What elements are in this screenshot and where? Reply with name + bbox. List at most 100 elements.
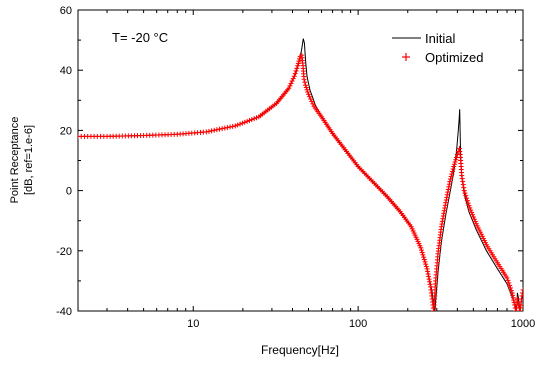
data-point-optimized bbox=[246, 117, 252, 123]
data-point-optimized bbox=[422, 259, 428, 265]
data-point-optimized bbox=[251, 116, 257, 122]
data-point-optimized bbox=[249, 117, 255, 123]
data-point-optimized bbox=[470, 214, 476, 220]
data-point-optimized bbox=[211, 127, 217, 133]
legend-label-initial: Initial bbox=[425, 31, 455, 46]
x-tick-label: 10 bbox=[187, 318, 199, 330]
data-point-optimized bbox=[450, 166, 456, 172]
data-point-optimized bbox=[290, 76, 296, 82]
data-point-optimized bbox=[463, 193, 469, 199]
data-point-optimized bbox=[209, 128, 215, 134]
data-point-optimized bbox=[462, 190, 468, 196]
data-point-optimized bbox=[242, 119, 248, 125]
legend: Initial Optimized bbox=[392, 31, 484, 65]
data-point-optimized bbox=[453, 157, 459, 163]
data-point-optimized bbox=[446, 181, 452, 187]
data-point-optimized bbox=[305, 91, 311, 97]
data-point-optimized bbox=[286, 85, 292, 91]
y-tick-label: -40 bbox=[56, 306, 72, 318]
data-point-optimized bbox=[214, 127, 220, 133]
y-axis-label: Point Receptance [dB, ref=1.e-6] bbox=[9, 117, 35, 204]
y-axis-label-line2: [dB, ref=1.e-6] bbox=[23, 125, 35, 195]
data-point-optimized bbox=[443, 197, 449, 203]
data-point-optimized bbox=[219, 126, 225, 132]
y-axis-label-line1: Point Receptance bbox=[9, 117, 21, 204]
data-point-optimized bbox=[472, 218, 478, 224]
data-point-optimized bbox=[520, 287, 523, 293]
y-tick-label: 0 bbox=[66, 186, 72, 198]
data-point-optimized bbox=[444, 194, 450, 200]
data-point-optimized bbox=[296, 58, 302, 64]
data-point-optimized bbox=[227, 124, 233, 130]
series-optimized-markers bbox=[78, 52, 523, 311]
data-point-optimized bbox=[237, 121, 243, 127]
data-point-optimized bbox=[507, 285, 513, 291]
data-point-optimized bbox=[230, 123, 236, 129]
data-point-optimized bbox=[291, 73, 297, 79]
data-point-optimized bbox=[239, 120, 245, 126]
data-point-optimized bbox=[445, 186, 451, 192]
x-tick-label: 100 bbox=[349, 318, 367, 330]
data-point-optimized bbox=[418, 245, 424, 251]
series-layer bbox=[78, 38, 523, 311]
y-axis-ticks: -40 -20 0 20 40 60 bbox=[56, 5, 523, 318]
data-point-optimized bbox=[507, 282, 513, 288]
y-tick-label: 20 bbox=[60, 125, 72, 137]
y-tick-label: 40 bbox=[60, 65, 72, 77]
annotation-temperature: T= -20 °C bbox=[112, 30, 168, 45]
data-point-optimized bbox=[421, 256, 427, 262]
data-point-optimized bbox=[469, 209, 475, 215]
data-point-optimized bbox=[505, 277, 511, 283]
legend-label-optimized: Optimized bbox=[425, 50, 484, 65]
series-line-initial bbox=[78, 38, 523, 311]
minor-ticks bbox=[77, 10, 523, 311]
y-tick-label: 60 bbox=[60, 5, 72, 17]
data-point-optimized bbox=[293, 68, 299, 74]
data-point-optimized bbox=[449, 171, 455, 177]
data-point-optimized bbox=[294, 65, 300, 71]
data-point-optimized bbox=[222, 125, 228, 131]
data-point-optimized bbox=[303, 85, 309, 91]
data-point-optimized bbox=[224, 125, 230, 131]
data-point-optimized bbox=[304, 87, 310, 93]
data-point-optimized bbox=[464, 195, 470, 201]
data-point-optimized bbox=[307, 94, 313, 100]
data-point-optimized bbox=[447, 176, 453, 182]
data-point-optimized bbox=[305, 89, 311, 95]
data-point-optimized bbox=[254, 115, 260, 121]
data-point-optimized bbox=[206, 128, 212, 134]
data-point-optimized bbox=[464, 198, 470, 204]
data-point-optimized bbox=[423, 264, 429, 270]
data-point-optimized bbox=[447, 179, 453, 185]
data-point-optimized bbox=[452, 159, 458, 165]
x-tick-label: 1000 bbox=[511, 318, 535, 330]
data-point-optimized bbox=[297, 56, 303, 62]
data-point-optimized bbox=[466, 203, 472, 209]
data-point-optimized bbox=[235, 122, 241, 128]
data-point-optimized bbox=[444, 192, 450, 198]
data-point-optimized bbox=[203, 129, 209, 135]
data-point-optimized bbox=[461, 188, 467, 194]
data-point-optimized bbox=[471, 216, 477, 222]
legend-swatch-optimized bbox=[402, 53, 410, 61]
data-point-optimized bbox=[513, 308, 519, 311]
data-point-optimized bbox=[287, 83, 293, 89]
data-point-optimized bbox=[449, 169, 455, 175]
data-point-optimized bbox=[289, 78, 295, 84]
data-point-optimized bbox=[419, 249, 425, 255]
data-point-optimized bbox=[451, 164, 457, 170]
x-axis-ticks: 10 100 1000 bbox=[187, 10, 535, 330]
data-point-optimized bbox=[295, 63, 301, 69]
data-point-optimized bbox=[506, 280, 512, 286]
data-point-optimized bbox=[470, 212, 476, 218]
data-point-optimized bbox=[443, 200, 449, 206]
data-point-optimized bbox=[232, 123, 238, 129]
data-point-optimized bbox=[303, 82, 309, 88]
data-point-optimized bbox=[508, 287, 514, 293]
data-point-optimized bbox=[288, 80, 294, 86]
data-point-optimized bbox=[244, 118, 250, 124]
data-point-optimized bbox=[310, 101, 316, 107]
data-point-optimized bbox=[468, 207, 474, 213]
x-axis-label: Frequency[Hz] bbox=[261, 343, 339, 357]
